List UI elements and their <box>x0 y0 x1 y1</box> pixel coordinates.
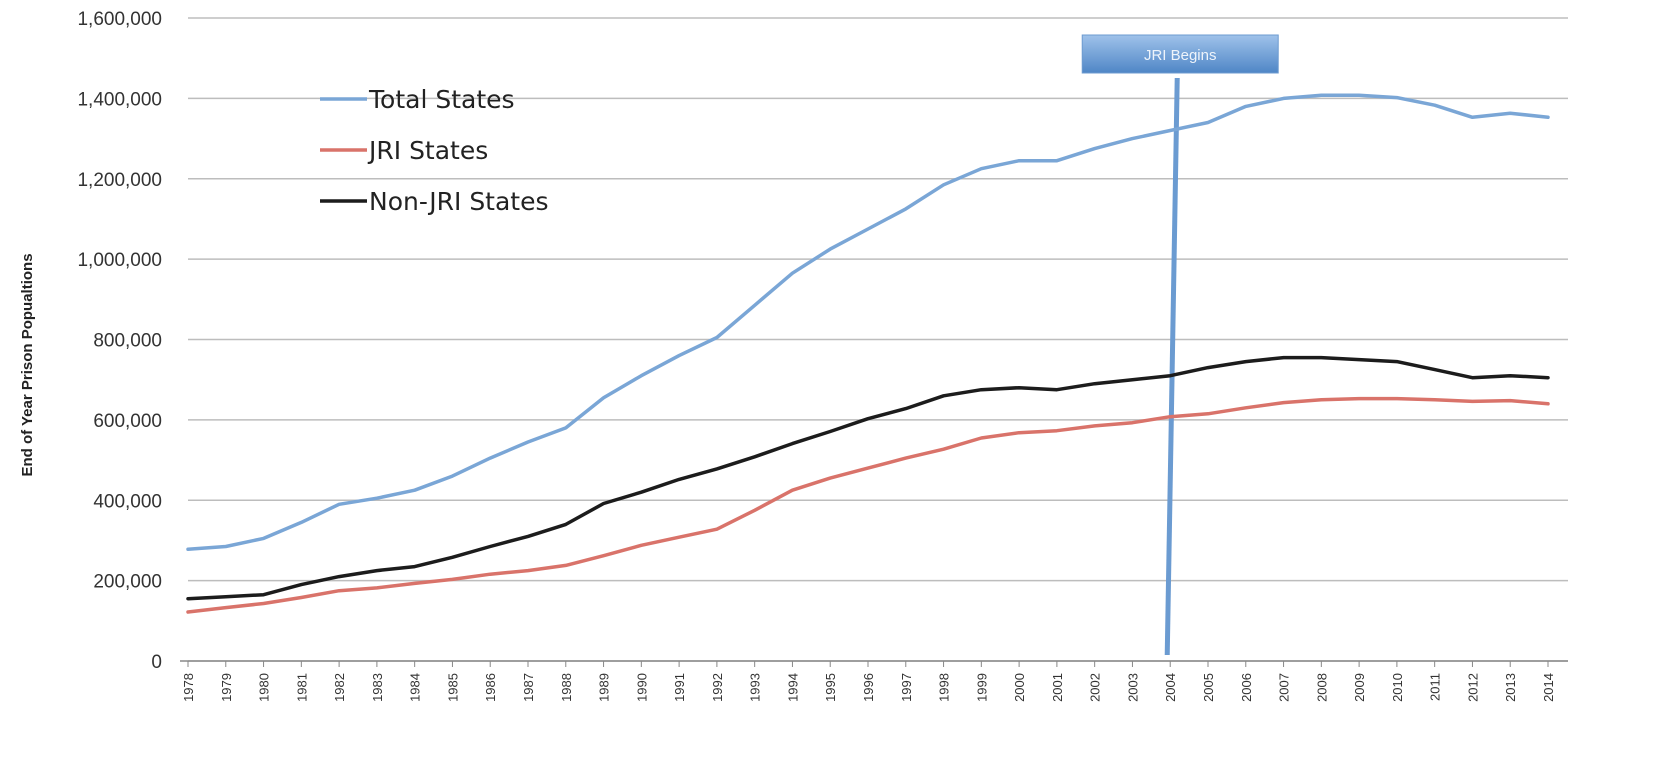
x-tick-label: 1997 <box>899 673 914 702</box>
y-tick-label: 200,000 <box>93 572 162 593</box>
series-line <box>186 396 1550 614</box>
y-tick-label: 800,000 <box>93 331 162 352</box>
y-axis-label: End of Year Prison Popualtions <box>19 253 36 476</box>
x-tick-label: 2002 <box>1088 673 1103 702</box>
x-tick-label: 1990 <box>634 673 649 702</box>
y-tick-label: 1,200,000 <box>77 170 162 191</box>
y-tick-label: 600,000 <box>93 411 162 432</box>
x-tick-label: 2001 <box>1050 673 1065 702</box>
legend-label: Total States <box>368 85 515 114</box>
legend: Total States JRI States Non-JRI States <box>320 85 549 216</box>
y-tick-label: 0 <box>151 652 162 673</box>
x-tick-label: 2003 <box>1125 673 1140 702</box>
jri-annotation: JRI Begins <box>1081 34 1279 656</box>
x-tick-label: 1984 <box>408 673 423 702</box>
y-axis: 0 200,000 400,000 600,000 800,000 1,000,000 1,… <box>77 9 162 673</box>
x-tick-label: 1982 <box>332 673 347 702</box>
x-tick-label: 2011 <box>1428 673 1443 701</box>
x-tick-label: 1993 <box>748 673 763 702</box>
y-tick-label: 1,400,000 <box>77 89 162 110</box>
x-tick-label: 1995 <box>823 673 838 702</box>
jri-begins-box <box>1081 34 1279 74</box>
x-tick-label: 1991 <box>672 673 687 702</box>
x-tick-label: 2012 <box>1465 673 1480 702</box>
x-tick-label: 1998 <box>937 673 952 702</box>
y-tick-label: 1,000,000 <box>77 250 162 271</box>
x-tick-label: 1980 <box>257 673 272 702</box>
x-tick-label: 2010 <box>1390 673 1405 702</box>
x-axis: 1978 1979 1980 1981 1982 1983 1984 1985 1986 1987… <box>180 660 1568 702</box>
x-tick-label: 2006 <box>1239 673 1254 702</box>
x-tick-label: 2007 <box>1277 673 1292 702</box>
x-tick-label: 1987 <box>521 673 536 702</box>
x-tick-label: 1979 <box>219 673 234 702</box>
x-tick-label: 2014 <box>1541 673 1556 702</box>
x-tick-label: 1988 <box>559 673 574 702</box>
x-tick-label: 2004 <box>1163 673 1178 702</box>
x-tick-label: 1978 <box>181 673 196 702</box>
x-tick-label: 1989 <box>597 673 612 702</box>
x-tick-label: 2009 <box>1352 673 1367 702</box>
series-line <box>186 355 1550 601</box>
x-tick-label: 1994 <box>785 673 800 702</box>
x-tick-label: 1986 <box>483 673 498 702</box>
series-lines <box>186 93 1550 614</box>
x-tick-label: 2000 <box>1012 673 1027 702</box>
y-tick-label: 400,000 <box>93 491 162 512</box>
jri-begins-marker-line <box>1164 77 1180 656</box>
x-tick-label: 1996 <box>861 673 876 702</box>
series-line <box>186 93 1550 552</box>
x-tick-label: 2008 <box>1314 673 1329 702</box>
x-tick-label: 1999 <box>974 673 989 702</box>
x-tick-label: 1981 <box>294 673 309 702</box>
jri-begins-label: JRI Begins <box>1144 47 1217 64</box>
legend-label: Non-JRI States <box>369 187 549 216</box>
x-tick-label: 2013 <box>1503 673 1518 702</box>
y-tick-label: 1,600,000 <box>77 9 162 30</box>
x-tick-label: 1992 <box>710 673 725 702</box>
x-tick-label: 1985 <box>445 673 460 702</box>
x-tick-label: 2005 <box>1201 673 1216 702</box>
legend-label: JRI States <box>367 136 488 165</box>
gridlines <box>188 17 1568 662</box>
x-tick-label: 1983 <box>370 673 385 702</box>
